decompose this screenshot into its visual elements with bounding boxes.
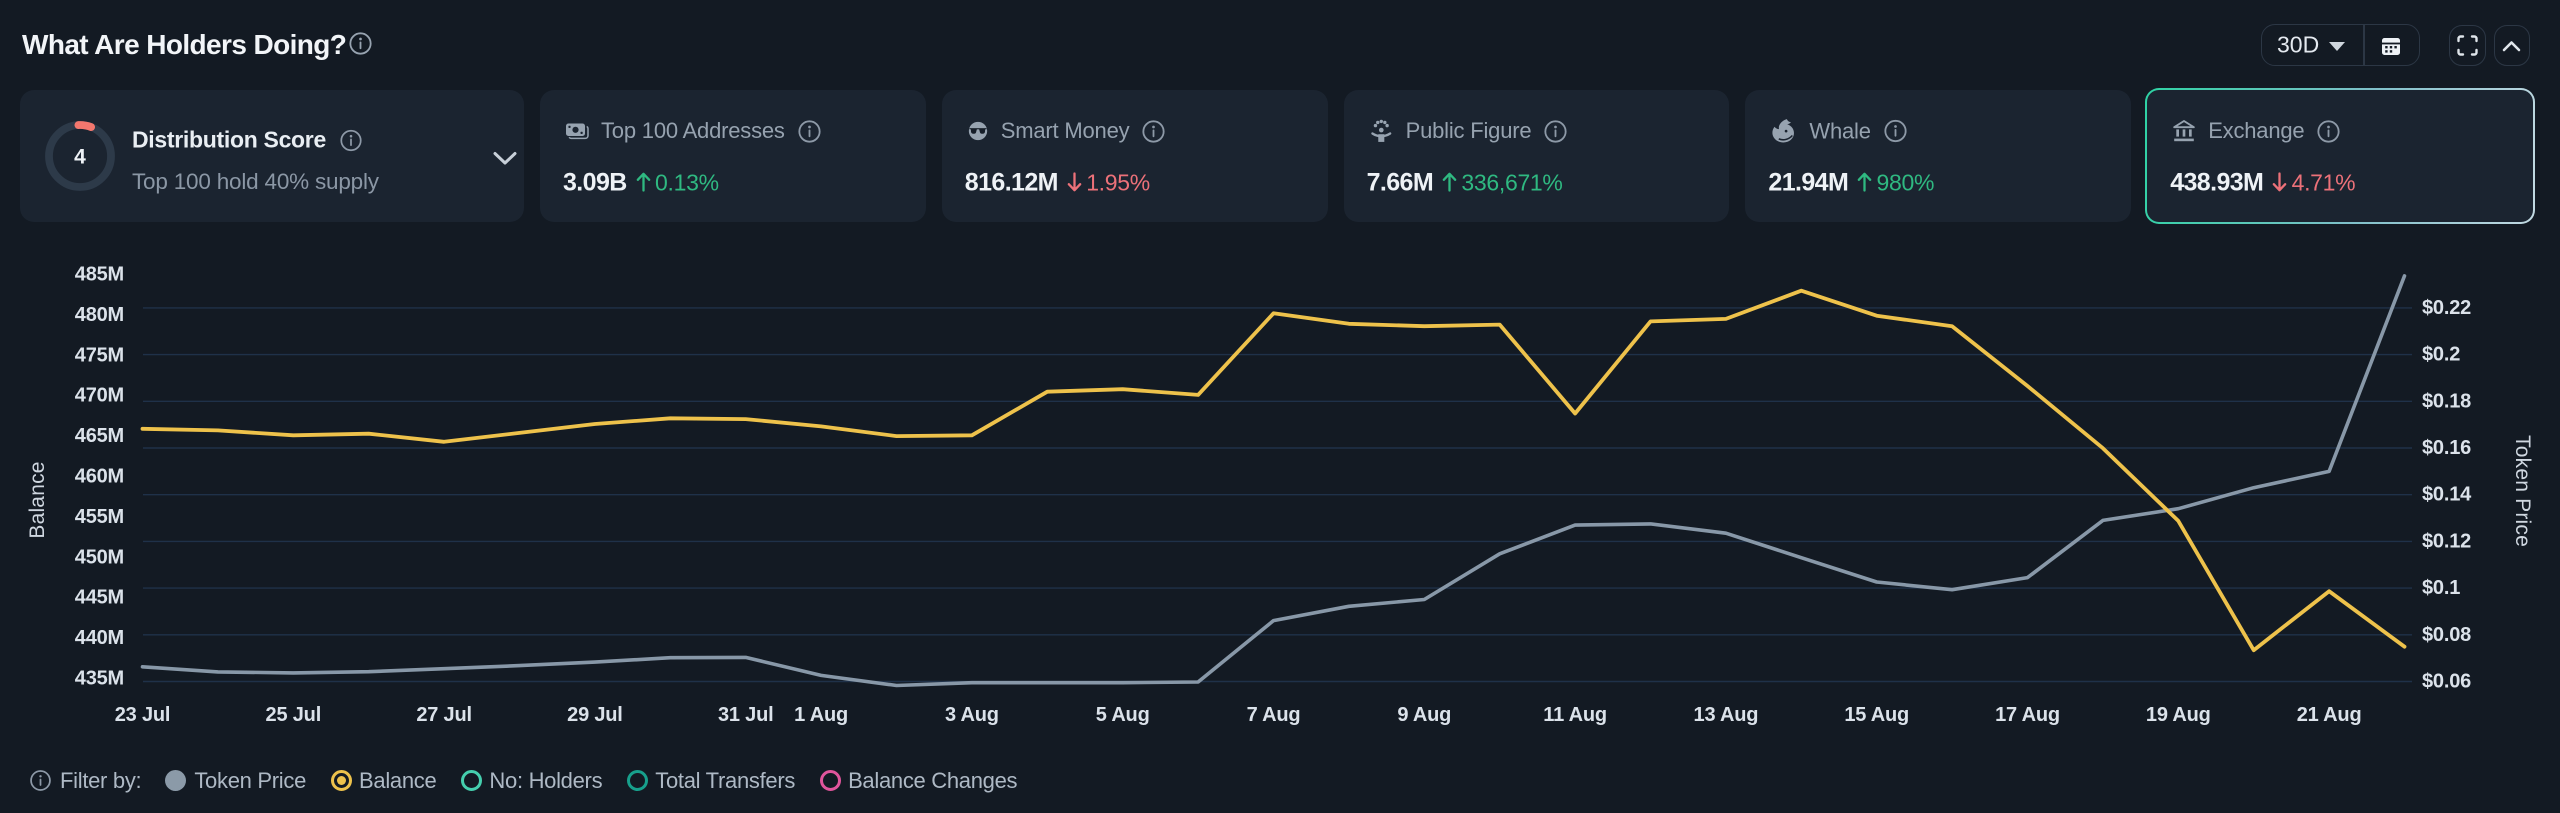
svg-text:21 Aug: 21 Aug <box>2297 704 2362 726</box>
svg-text:460M: 460M <box>75 466 124 488</box>
svg-text:Token Price: Token Price <box>2511 435 2534 547</box>
svg-text:485M: 485M <box>75 264 124 286</box>
svg-text:27 Jul: 27 Jul <box>416 704 472 726</box>
svg-text:$0.06: $0.06 <box>2422 671 2471 693</box>
svg-text:1 Aug: 1 Aug <box>794 704 848 726</box>
svg-text:$0.22: $0.22 <box>2422 297 2471 319</box>
svg-text:13 Aug: 13 Aug <box>1694 704 1759 726</box>
svg-text:470M: 470M <box>75 385 124 407</box>
svg-text:5 Aug: 5 Aug <box>1096 704 1150 726</box>
svg-text:475M: 475M <box>75 344 124 366</box>
svg-text:$0.14: $0.14 <box>2422 484 2472 506</box>
svg-text:29 Jul: 29 Jul <box>567 704 623 726</box>
svg-text:455M: 455M <box>75 506 124 528</box>
svg-text:7 Aug: 7 Aug <box>1247 704 1301 726</box>
svg-text:3 Aug: 3 Aug <box>945 704 999 726</box>
svg-text:440M: 440M <box>75 627 124 649</box>
svg-text:465M: 465M <box>75 425 124 447</box>
svg-text:$0.08: $0.08 <box>2422 624 2471 646</box>
svg-text:450M: 450M <box>75 546 124 568</box>
svg-text:$0.1: $0.1 <box>2422 577 2460 599</box>
svg-text:15 Aug: 15 Aug <box>1844 704 1909 726</box>
svg-text:435M: 435M <box>75 668 124 690</box>
svg-text:$0.18: $0.18 <box>2422 390 2471 412</box>
svg-text:$0.12: $0.12 <box>2422 530 2471 552</box>
svg-text:Balance: Balance <box>26 461 49 538</box>
svg-text:19 Aug: 19 Aug <box>2146 704 2211 726</box>
svg-text:$0.16: $0.16 <box>2422 437 2471 459</box>
svg-text:31 Jul: 31 Jul <box>718 704 774 726</box>
svg-text:4: 4 <box>74 146 86 169</box>
svg-text:11 Aug: 11 Aug <box>1543 704 1607 726</box>
svg-text:9 Aug: 9 Aug <box>1397 704 1451 726</box>
svg-text:445M: 445M <box>75 587 124 609</box>
svg-text:480M: 480M <box>75 304 124 326</box>
svg-text:$0.2: $0.2 <box>2422 344 2460 366</box>
svg-text:17 Aug: 17 Aug <box>1995 704 2060 726</box>
svg-text:25 Jul: 25 Jul <box>266 704 322 726</box>
svg-text:23 Jul: 23 Jul <box>115 704 171 726</box>
